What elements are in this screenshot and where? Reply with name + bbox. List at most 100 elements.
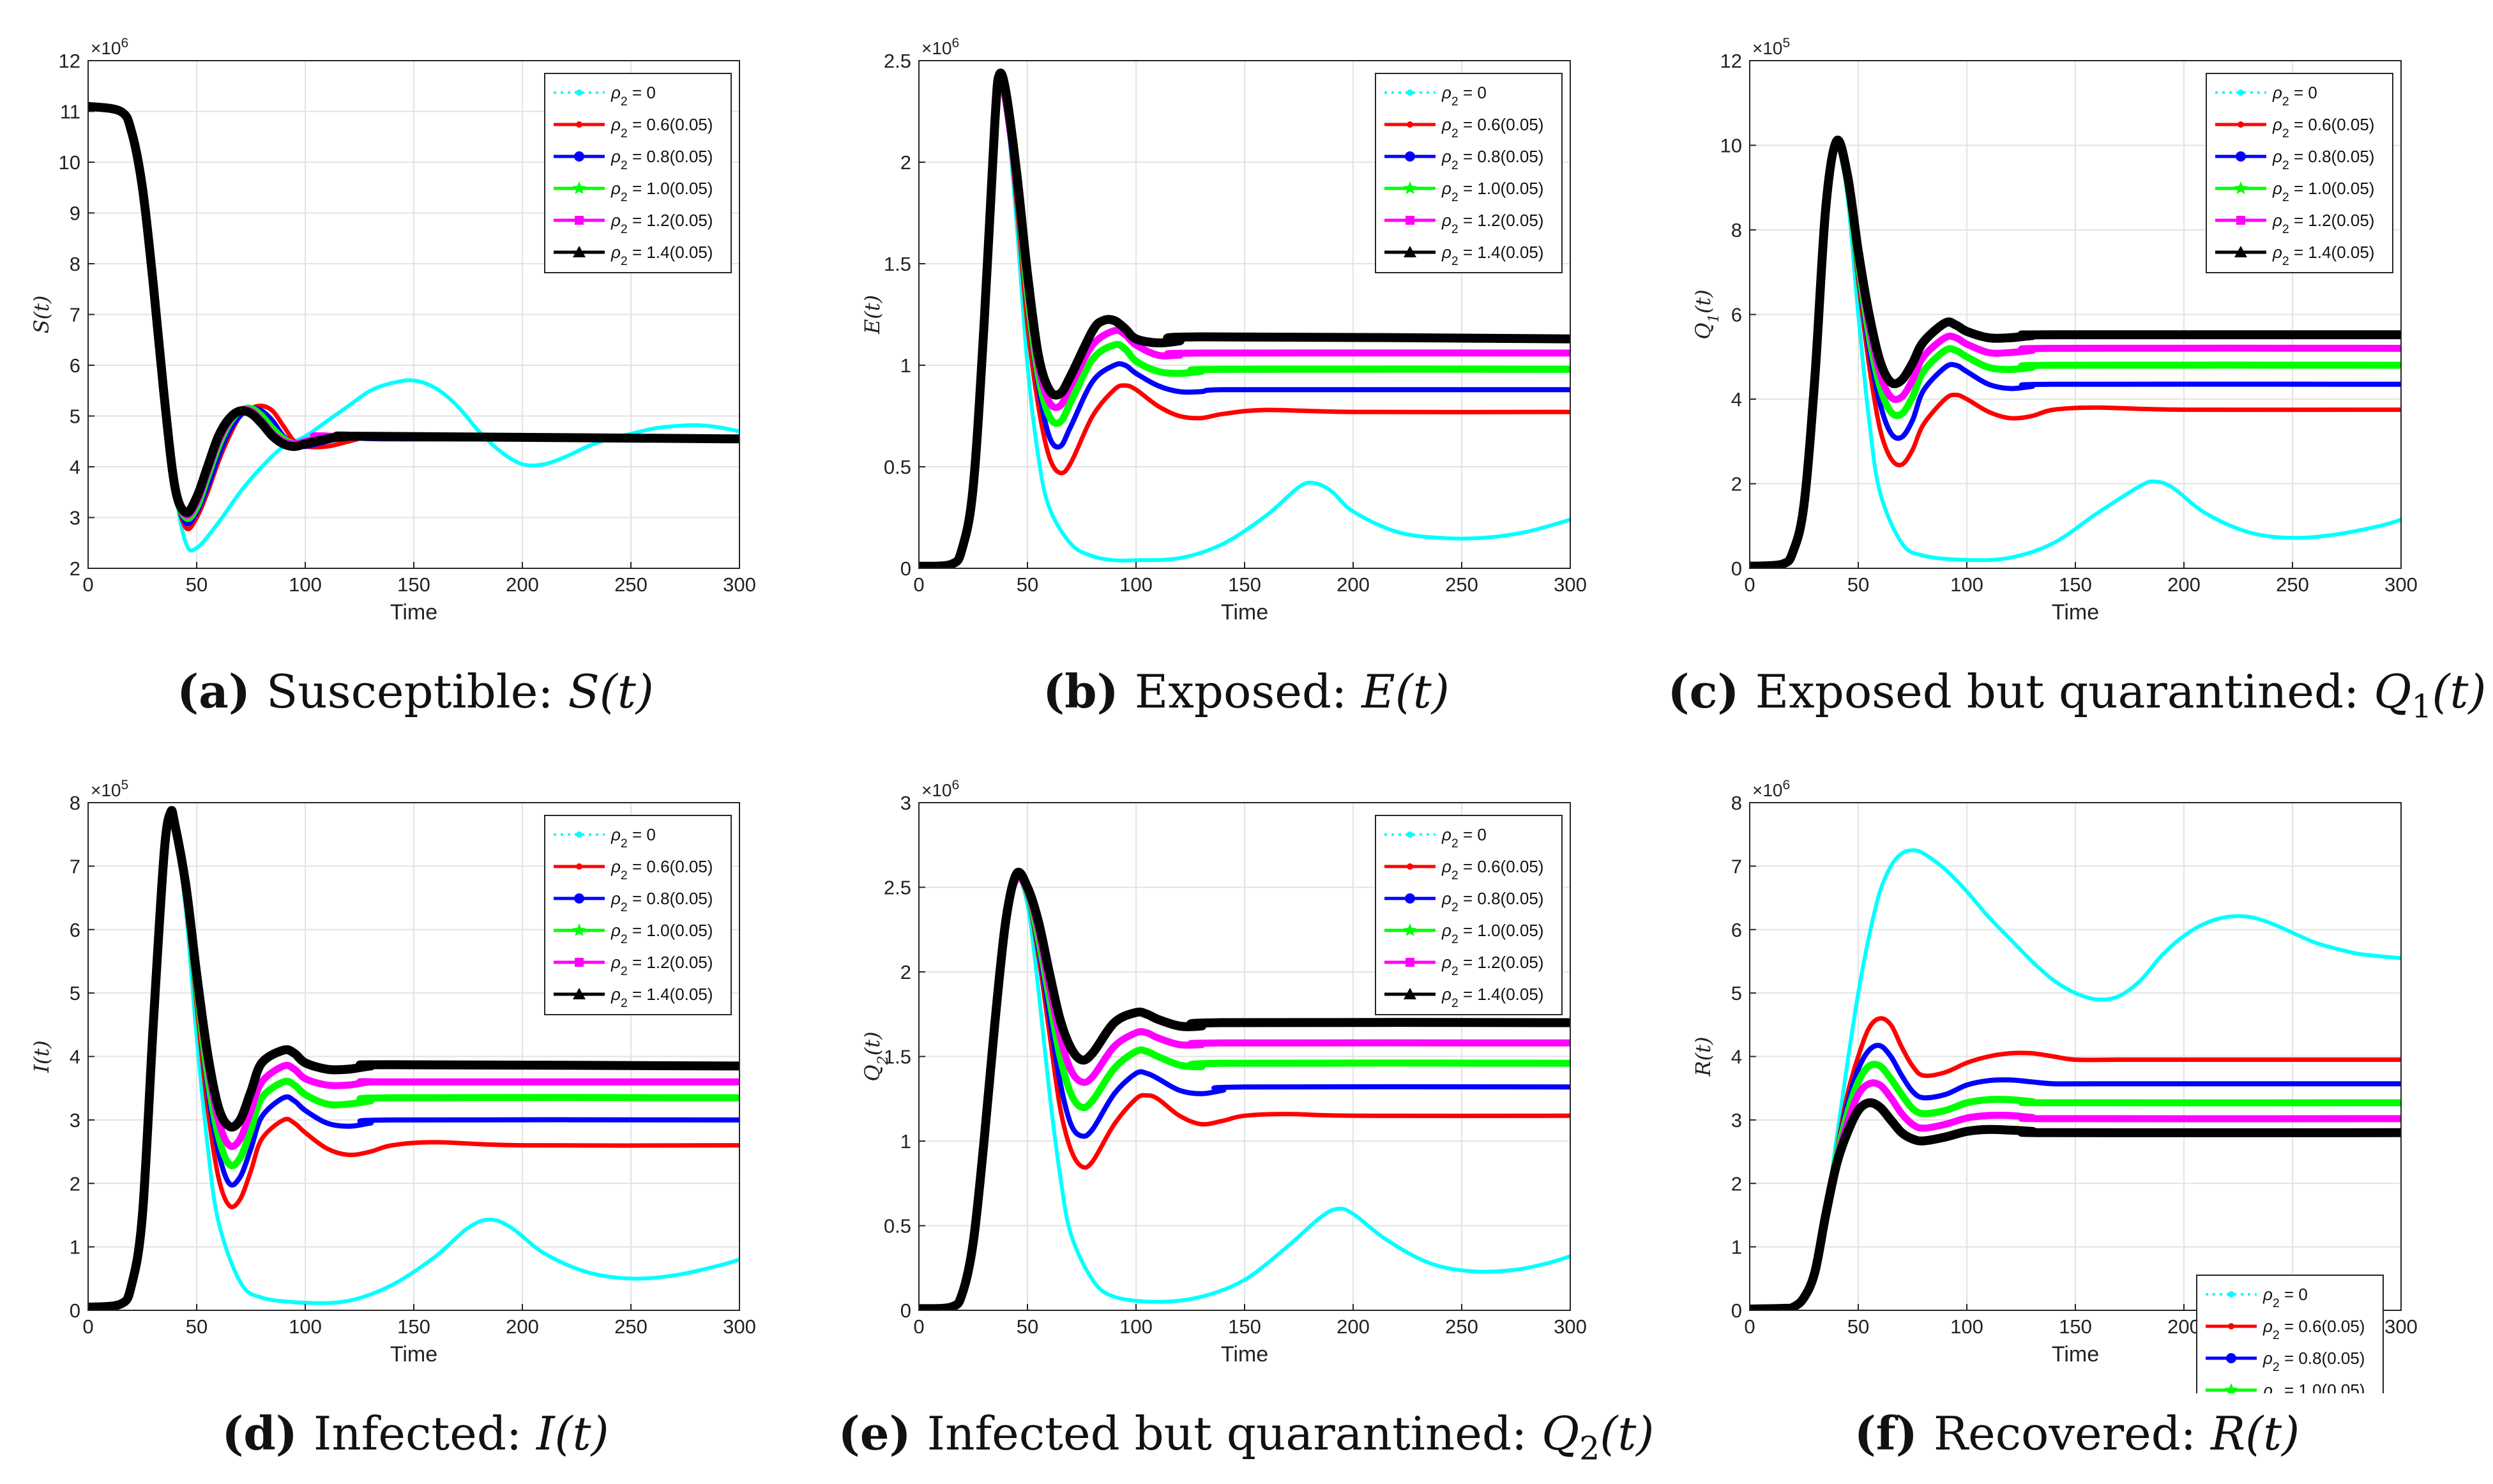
legend-marker [1405,893,1415,904]
legend-marker [1403,923,1417,936]
y-axis-label: I(t) [29,1040,54,1073]
legend-entry-label: ρ2 = 1.0(0.05) [610,921,713,946]
legend-marker [2238,89,2244,96]
legend-marker [2234,181,2248,194]
caption-math: Q1(t) [2374,665,2487,725]
y-tick-label: 6 [70,354,80,377]
legend-marker [2234,246,2247,257]
x-tick-label: 300 [723,573,756,596]
legend-entry-label: ρ2 = 0 [2262,1285,2308,1310]
series-line-6 [919,68,1570,568]
legend-entry-label: ρ2 = 0.8(0.05) [610,889,713,914]
legend-marker [1407,121,1413,128]
legend-entry-label: ρ2 = 0.8(0.05) [2262,1349,2365,1374]
axis-multiplier: ×106 [1752,778,1790,801]
legend-entry-label: ρ2 = 0 [1441,825,1487,851]
legend-entry-label: ρ2 = 1.4(0.05) [2272,243,2374,268]
caption-text: Susceptible: [266,665,568,718]
y-tick-label: 11 [60,101,80,123]
x-tick-label: 250 [1445,573,1478,596]
y-tick-label: 8 [70,792,80,814]
legend-entry-label: ρ2 = 0.6(0.05) [610,857,713,882]
y-tick-label: 2.5 [884,50,911,72]
chart-c: 0 50 100 150 200 250 300 0 2 4 6 8 10 12 ×105 Time Q1(t)… [1691,36,2418,625]
y-tick-label: 5 [70,982,80,1004]
y-tick-label: 2 [1731,1172,1742,1195]
legend-entry-label: ρ2 = 1.0(0.05) [1441,179,1543,204]
x-tick-label: 300 [1554,573,1587,596]
legend-entry-label: ρ2 = 0.8(0.05) [1441,147,1543,172]
legend-marker [574,151,584,162]
y-tick-label: 4 [1731,388,1742,411]
series-line-6 [1750,1098,2401,1310]
chart-b: 0 50 100 150 200 250 300 0 0.5 1 1.5 2 2.5 ×106 Time E(… [860,36,1587,625]
axis-multiplier: ×106 [91,36,128,59]
y-tick-label: 3 [70,1109,80,1132]
series-line-6 [919,868,1570,1310]
legend-marker [2228,1291,2234,1298]
y-tick-label: 2 [70,557,80,580]
y-tick-label: 6 [1731,304,1742,326]
x-tick-label: 0 [82,573,93,596]
legend-marker [2236,151,2246,162]
y-tick-label: 2 [1731,473,1742,496]
y-tick-label: 6 [1731,919,1742,941]
y-tick-label: 5 [70,405,80,428]
series-line-6 [88,806,739,1310]
legend-entry-label: ρ2 = 1.0(0.05) [1441,921,1543,946]
y-tick-label: 12 [1720,50,1742,72]
legend-entry-label: ρ2 = 0.6(0.05) [1441,857,1543,882]
x-tick-label: 50 [1017,573,1038,596]
panel-caption: (e) Infected but quarantined: Q2(t) [831,1406,1662,1467]
y-axis-label: S(t) [29,296,54,334]
x-tick-label: 300 [723,1315,756,1338]
caption-text: Exposed but quarantined: [1755,665,2374,718]
x-tick-label: 0 [913,1315,924,1338]
legend: ρ2 = 0 ρ2 = 0.6(0.05) ρ2 = 0.8(0.05) ρ2 = 1… [1375,815,1563,1015]
legend-marker [1405,151,1415,162]
y-tick-label: 4 [1731,1046,1742,1068]
y-tick-label: 2 [70,1172,80,1195]
legend-entry-label: ρ2 = 1.2(0.05) [610,953,713,978]
legend-entry-label: ρ2 = 1.0(0.05) [2272,179,2374,204]
legend-entry-label: ρ2 = 0.8(0.05) [2272,147,2374,172]
legend-marker [2226,1353,2236,1363]
caption-math: Q2(t) [1542,1407,1655,1467]
legend-entry-label: ρ2 = 1.2(0.05) [2272,211,2374,236]
series-line-6 [88,102,739,517]
y-tick-label: 2 [900,151,911,174]
caption-math: S(t) [568,665,654,718]
x-tick-label: 0 [82,1315,93,1338]
legend-entry-label: ρ2 = 1.0(0.05) [610,179,713,204]
legend-marker [1403,181,1417,194]
caption-text: Exposed: [1134,665,1362,718]
x-tick-label: 50 [1847,573,1869,596]
legend-marker [573,988,586,999]
y-tick-label: 1.5 [884,253,911,275]
x-tick-label: 50 [1847,1315,1869,1338]
x-tick-label: 100 [1950,1315,1983,1338]
legend-entry-label: ρ2 = 0 [2272,83,2317,109]
legend-marker [575,216,584,225]
x-tick-label: 150 [397,573,430,596]
y-axis-label: Q1(t) [1691,289,1722,339]
y-tick-label: 6 [70,919,80,941]
x-tick-label: 150 [397,1315,430,1338]
x-tick-label: 50 [186,1315,208,1338]
legend-marker [572,923,586,936]
chart-panel-e: 0 50 100 150 200 250 300 0 0.5 1 1.5 2 2.5 3 ×106 Time Q… [831,742,1662,1484]
legend-marker [1406,958,1414,967]
caption-math: R(t) [2210,1407,2300,1460]
x-tick-label: 100 [1950,573,1983,596]
chart-d: 0 50 100 150 200 250 300 0 1 2 3 4 5 6 7 8 ×105 Time I(t) ρ… [29,778,756,1367]
legend-entry-label: ρ2 = 1.2(0.05) [1441,953,1543,978]
y-tick-label: 2.5 [884,877,911,899]
legend-entry-label: ρ2 = 0.6(0.05) [1441,115,1543,140]
legend-entry-label: ρ2 = 0.8(0.05) [1441,889,1543,914]
caption-text: Infected: [313,1407,537,1460]
x-tick-label: 0 [1744,1315,1755,1338]
x-tick-label: 250 [1445,1315,1478,1338]
y-axis-label: E(t) [860,295,884,335]
x-axis-label: Time [2052,600,2099,625]
y-tick-label: 0 [1731,1299,1742,1322]
